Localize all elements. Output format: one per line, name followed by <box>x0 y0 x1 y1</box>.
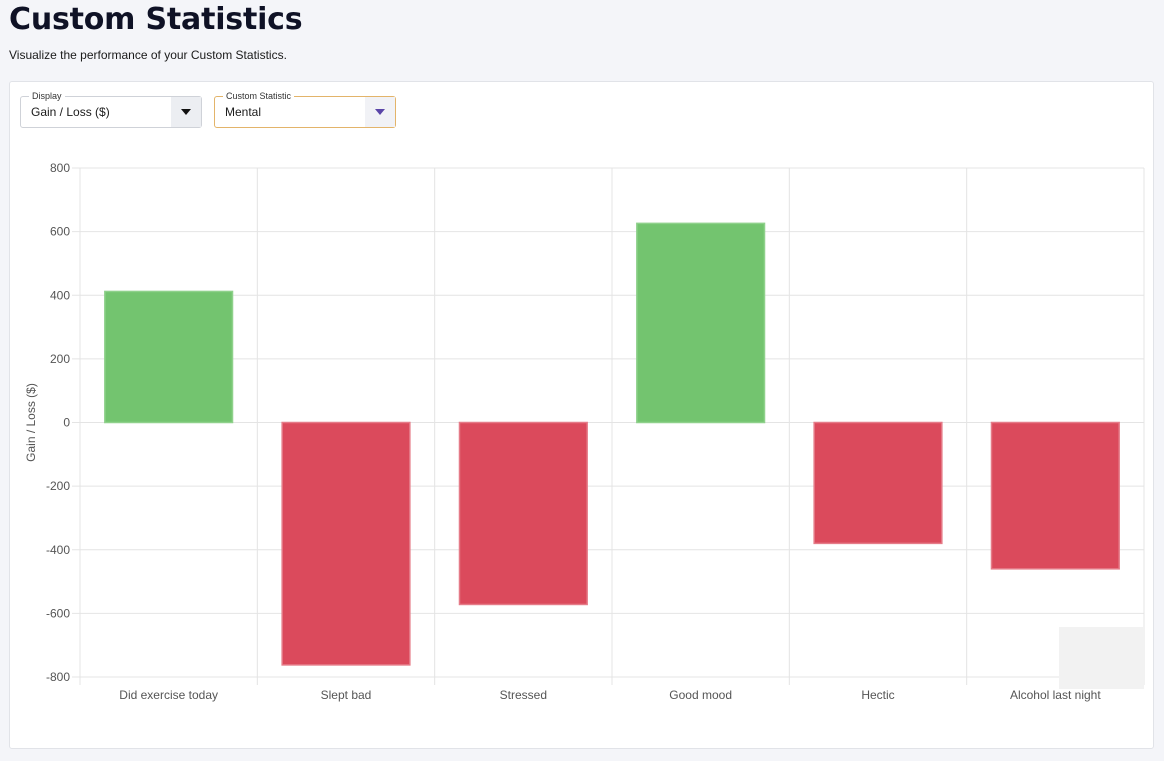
y-tick-label: 400 <box>50 288 70 302</box>
custom-statistic-dropdown-button[interactable] <box>365 97 395 127</box>
bar-slept-bad <box>281 421 411 666</box>
chevron-down-icon <box>181 109 191 115</box>
y-tick-label: 200 <box>50 352 70 366</box>
y-tick-label: 600 <box>50 225 70 239</box>
page-subtitle: Visualize the performance of your Custom… <box>9 48 287 62</box>
bar-good-mood <box>636 222 766 424</box>
display-select[interactable]: Display Gain / Loss ($) <box>20 90 202 128</box>
custom-statistic-select[interactable]: Custom Statistic Mental <box>214 90 396 128</box>
display-select-value: Gain / Loss ($) <box>31 105 110 119</box>
x-tick-label: Alcohol last night <box>1010 688 1101 702</box>
x-tick-label: Stressed <box>500 688 547 702</box>
bar-did-exercise-today <box>104 290 234 424</box>
x-tick-label: Slept bad <box>321 688 372 702</box>
bar-hectic <box>813 421 943 545</box>
chart-overlay-panel <box>1059 627 1144 689</box>
y-tick-label: -800 <box>46 670 70 684</box>
y-tick-label: -200 <box>46 479 70 493</box>
x-tick-label: Hectic <box>861 688 894 702</box>
display-select-label: Display <box>29 90 65 102</box>
y-tick-label: -600 <box>46 606 70 620</box>
x-tick-label: Did exercise today <box>119 688 218 702</box>
y-axis-title: Gain / Loss ($) <box>24 383 38 462</box>
chevron-down-icon <box>375 109 385 115</box>
custom-statistic-select-label: Custom Statistic <box>223 90 295 102</box>
display-dropdown-button[interactable] <box>171 97 201 127</box>
page-title: Custom Statistics <box>9 2 303 37</box>
bar-stressed <box>458 421 588 606</box>
bar-alcohol-last-night <box>990 421 1120 570</box>
y-tick-label: 0 <box>63 416 70 430</box>
x-tick-label: Good mood <box>669 688 732 702</box>
y-tick-label: -400 <box>46 543 70 557</box>
custom-statistic-select-value: Mental <box>225 105 262 119</box>
y-tick-label: 800 <box>50 161 70 175</box>
